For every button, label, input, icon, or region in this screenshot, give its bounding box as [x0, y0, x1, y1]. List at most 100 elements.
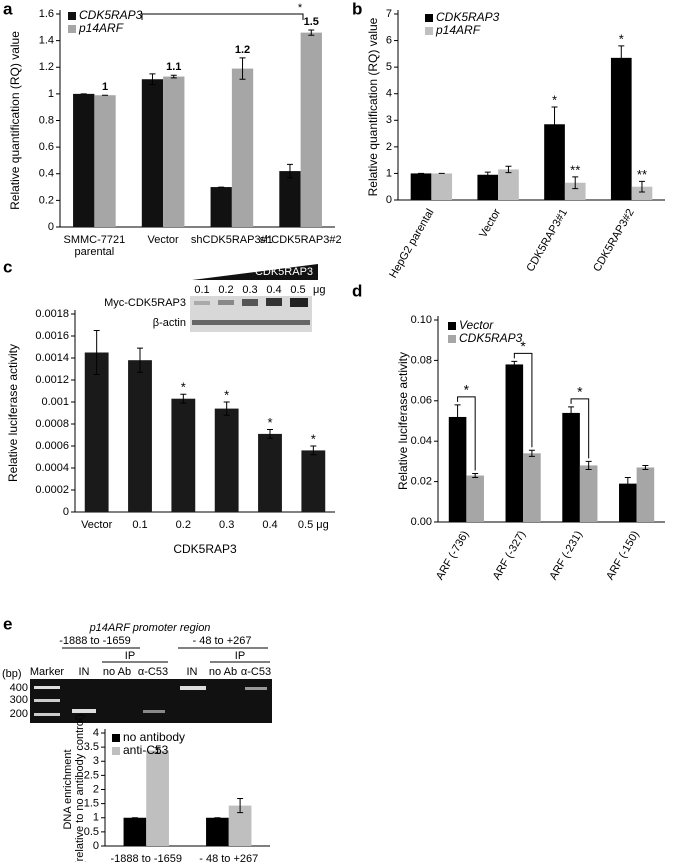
error-bar	[472, 473, 479, 479]
y-axis-label: Relative quantification (RQ) value	[366, 17, 380, 196]
x-tick-label: CDK5RAP3#1	[524, 207, 570, 274]
gel-lane: α-C53	[138, 666, 168, 678]
error-bar	[223, 401, 230, 416]
inset-row: Myc-CDK5RAP3	[104, 297, 186, 309]
y-tick-label: 2.5	[84, 769, 99, 781]
panel-letter: b	[352, 0, 362, 18]
x-tick-label: ARF (-327)	[491, 529, 529, 582]
y-tick-label: 0	[93, 840, 99, 852]
bar	[141, 79, 164, 227]
x-tick-label: ARF (-150)	[604, 529, 642, 582]
error-bar	[170, 74, 177, 79]
gel-lane: α-C53	[241, 666, 271, 678]
legend-swatch	[448, 335, 456, 343]
gel-band	[34, 699, 60, 702]
bar	[171, 398, 196, 512]
y-tick-label: 0.0008	[35, 418, 69, 430]
gel-lane: IN	[187, 666, 198, 678]
bar	[631, 186, 653, 200]
y-tick-label: 3.5	[84, 741, 99, 753]
y-tick-label: 2	[93, 783, 99, 795]
significance: **	[570, 162, 580, 177]
inset-lane: 0.3	[242, 284, 257, 296]
x-tick-label: -1888 to -1659	[110, 853, 182, 862]
significance-bracket	[141, 13, 304, 20]
error-bar	[180, 393, 187, 404]
gel-region: - 48 to +267	[192, 635, 251, 647]
legend-swatch	[112, 747, 120, 755]
legend-label: Vector	[459, 318, 494, 332]
bar	[498, 169, 519, 200]
legend-label: p14ARF	[78, 21, 124, 35]
y-tick-label: 6	[386, 34, 392, 46]
bar	[300, 32, 322, 228]
panel-letter: e	[3, 614, 12, 633]
gel-lane: no Ab	[209, 666, 237, 678]
legend-label: p14ARF	[435, 23, 481, 37]
bar	[84, 352, 109, 512]
gel-band	[143, 710, 165, 713]
bar	[231, 68, 254, 227]
significance-bracket	[457, 396, 476, 471]
bar	[562, 412, 580, 522]
gel-band	[34, 686, 60, 689]
legend-swatch	[68, 25, 76, 33]
x-tick-label: CDK5RAP3#2	[591, 207, 637, 274]
y-tick-label: 0.0012	[35, 374, 69, 386]
gel-band	[180, 686, 206, 690]
bar	[505, 364, 524, 522]
significance: *	[577, 384, 583, 400]
bar	[579, 465, 598, 522]
error-bar	[568, 406, 575, 420]
y-axis-label: (relative to no antibody control)	[74, 714, 86, 862]
y-tick-label: 0.0002	[35, 484, 69, 496]
bar	[210, 187, 232, 227]
y-tick-label: 5	[386, 61, 392, 73]
blot-band	[194, 301, 210, 305]
gel-band	[34, 713, 60, 716]
significance: *	[619, 31, 624, 46]
legend-swatch	[112, 734, 120, 742]
error-bar	[642, 464, 649, 470]
value-label: 1.5	[304, 16, 319, 28]
y-tick-label: 0.2	[39, 194, 54, 206]
y-tick-label: 0.08	[411, 354, 432, 366]
bar	[258, 433, 282, 512]
gel	[30, 679, 272, 723]
error-bar	[149, 73, 156, 86]
y-tick-label: 1	[48, 88, 54, 100]
gel-title: p14ARF promoter region	[89, 622, 211, 634]
significance: *	[181, 380, 186, 395]
error-bar	[572, 176, 579, 190]
x-tick-label: parental	[74, 246, 114, 258]
bar	[448, 416, 467, 522]
y-tick-label: 2	[386, 141, 392, 153]
gradient-wedge	[192, 264, 318, 280]
y-tick-label: 0.10	[411, 314, 432, 326]
inset-lane: 0.4	[266, 284, 281, 296]
blot-band	[192, 320, 310, 325]
blot-band	[218, 300, 234, 305]
inset-lane: 0.2	[218, 284, 233, 296]
bar	[94, 95, 116, 227]
legend-label: CDK5RAP3	[436, 10, 500, 24]
gel-lane: IN	[79, 666, 90, 678]
y-tick-label: 1	[386, 167, 392, 179]
y-tick-label: 0.0004	[35, 462, 69, 474]
significance: *	[224, 387, 229, 402]
y-tick-label: 0.04	[411, 435, 432, 447]
significance: *	[267, 415, 272, 430]
x-tick-label: Vector	[148, 234, 180, 246]
x-tick-label: 0.4	[262, 519, 277, 531]
gel-size: 300	[10, 694, 28, 706]
y-tick-label: 4	[386, 88, 392, 100]
bar	[279, 171, 301, 227]
significance: *	[311, 431, 316, 446]
error-bar	[511, 360, 518, 368]
panel-letter: a	[3, 0, 13, 18]
inset-row: β-actin	[153, 317, 186, 329]
error-bar	[267, 429, 273, 439]
x-tick-label: shCDK5RAP3#1	[191, 234, 273, 246]
y-tick-label: 0.00	[411, 516, 432, 528]
